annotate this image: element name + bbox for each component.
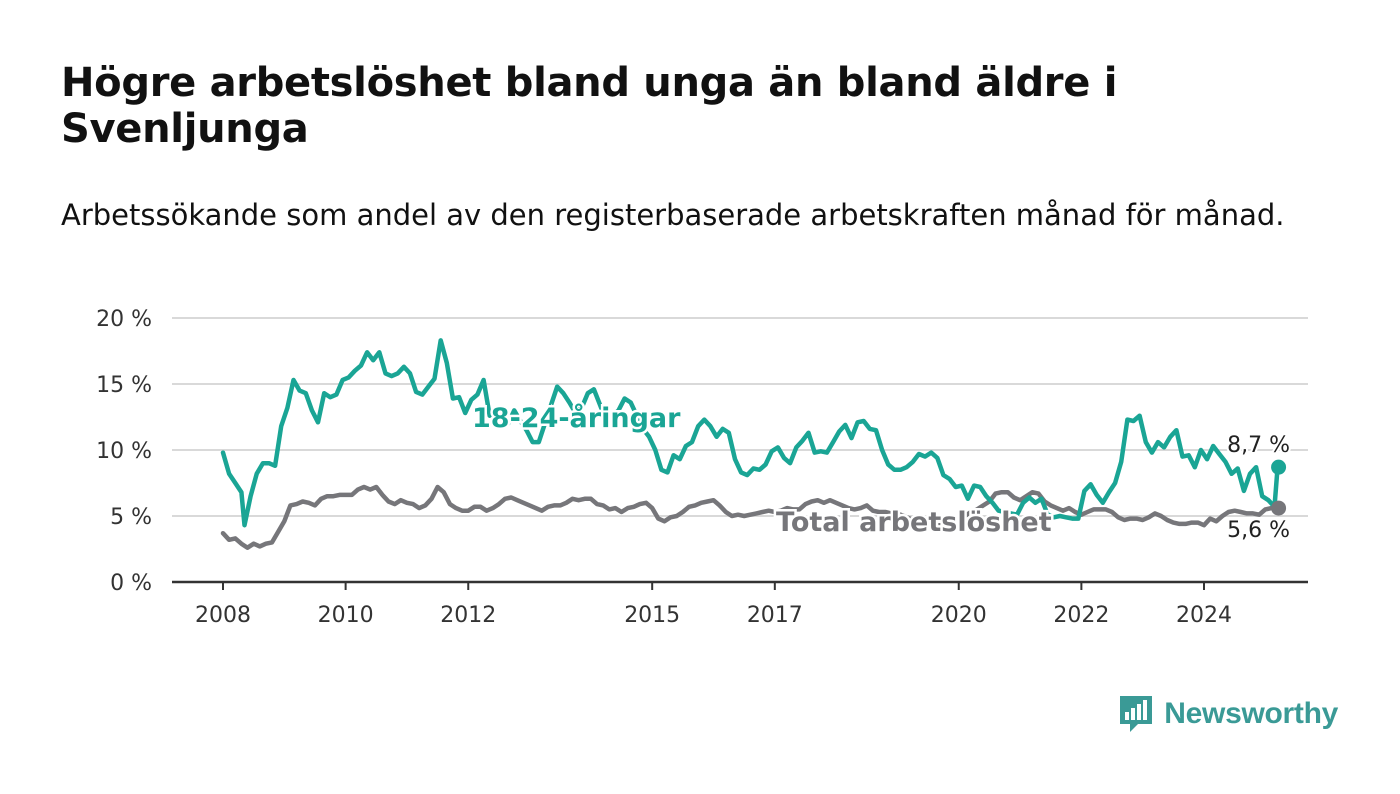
x-tick-label: 2024 [1176, 603, 1232, 628]
series-labels: 18-24-åringar Total arbetslöshet 8,7 % 5… [470, 400, 1293, 546]
end-value-total: 5,6 % [1227, 518, 1290, 543]
chart-title: Högre arbetslöshet bland unga än bland ä… [61, 60, 1118, 152]
end-dot-youth [1271, 459, 1287, 475]
x-tick-label: 2020 [931, 603, 987, 628]
y-tick-label: 15 % [96, 373, 152, 398]
x-tick-label: 2022 [1053, 603, 1109, 628]
chart-subtitle: Arbetssökande som andel av den registerb… [61, 198, 1285, 232]
x-axis-ticks: 2008 2010 2012 2015 2017 2020 2022 2024 [195, 582, 1232, 628]
series-lines [220, 338, 1287, 550]
x-tick-label: 2008 [195, 603, 251, 628]
newsworthy-logo-icon [1120, 696, 1153, 732]
y-axis-ticks: 0 % 5 % 10 % 15 % 20 % [96, 307, 152, 596]
y-tick-label: 10 % [96, 439, 152, 464]
line-chart: 0 %5 %10 %15 %20 % 2008 2010 2012 2015 2017 2… [96, 307, 1308, 628]
y-tick-label: 0 % [110, 571, 152, 596]
brand-logo: Newsworthy [1118, 694, 1338, 734]
series-label-total: Total arbetslöshet [776, 507, 1052, 538]
end-dot-total [1271, 500, 1287, 516]
x-tick-label: 2010 [318, 603, 374, 628]
y-tick-label: 20 % [96, 307, 152, 332]
series-line-total [220, 484, 1280, 550]
series-line-youth [220, 338, 1280, 528]
series-label-youth: 18-24-åringar [472, 402, 681, 434]
x-tick-label: 2017 [747, 603, 803, 628]
end-value-youth: 8,7 % [1227, 433, 1290, 458]
x-tick-label: 2012 [440, 603, 496, 628]
brand-name: Newsworthy [1164, 697, 1338, 730]
x-tick-label: 2015 [624, 603, 680, 628]
y-tick-label: 5 % [110, 505, 152, 530]
